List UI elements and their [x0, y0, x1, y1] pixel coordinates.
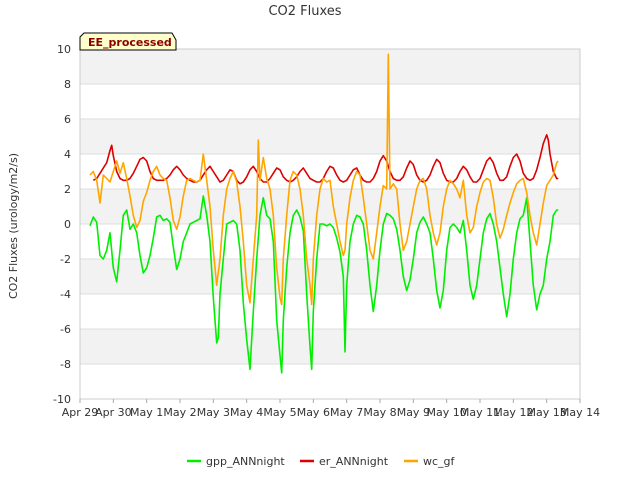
x-tick-label: May 14 [560, 406, 600, 419]
series-line-gpp_ANNnight [89, 195, 559, 374]
x-tick-label: May 3 [197, 406, 230, 419]
y-axis-ticks: -10 -8 -6 -4 -2 0 2 4 6 8 10 [53, 43, 71, 406]
series-line-wc_gf [89, 53, 559, 306]
y-tick-label: 8 [64, 78, 71, 91]
x-tick-label: May 6 [297, 406, 330, 419]
x-tick-label: May 8 [363, 406, 396, 419]
series-layer [89, 53, 559, 374]
y-tick-label: -10 [53, 393, 71, 406]
plot-band [80, 189, 580, 224]
badge-box [79, 32, 177, 51]
x-tick-label: May 7 [330, 406, 363, 419]
x-tick-label: May 13 [527, 406, 567, 419]
x-tick-label: May 12 [493, 406, 533, 419]
y-tick-label: 6 [64, 113, 71, 126]
plot-band [80, 329, 580, 364]
x-tick-label: May 1 [130, 406, 163, 419]
plot-frame [79, 48, 581, 400]
y-tick-label: -8 [60, 358, 71, 371]
legend-label-wc_gf: wc_gf [423, 455, 456, 468]
x-tick-label: Apr 29 [62, 406, 99, 419]
series-line-er_ANNnight [92, 134, 559, 185]
plot-band [80, 364, 580, 399]
y-axis-label: CO2 Fluxes (urology/m2/s) [7, 153, 20, 299]
y-tick-label: -4 [60, 288, 71, 301]
plot-band [80, 259, 580, 294]
x-tick-label: May 10 [427, 406, 467, 419]
plot-band [80, 49, 580, 84]
y-tick-label: 0 [64, 218, 71, 231]
y-tick-label: 2 [64, 183, 71, 196]
y-tick-label: -2 [60, 253, 71, 266]
y-tick-label: 4 [64, 148, 71, 161]
x-tick-label: May 4 [230, 406, 263, 419]
y-tick-label: 10 [57, 43, 71, 56]
x-tick-label: May 11 [460, 406, 500, 419]
plot-band [80, 84, 580, 119]
legend-label-er_ANNnight: er_ANNnight [319, 455, 389, 468]
x-tick-label: May 2 [163, 406, 196, 419]
y-tick-label: -6 [60, 323, 71, 336]
ee-processed-badge: EE_processed [79, 32, 177, 51]
badge-label: EE_processed [88, 36, 172, 49]
plot-band [80, 294, 580, 329]
x-tick-label: May 9 [397, 406, 430, 419]
plot-band [80, 119, 580, 154]
x-tick-label: Apr 30 [95, 406, 132, 419]
legend-label-gpp_ANNnight: gpp_ANNnight [206, 455, 285, 468]
legend: gpp_ANNnight er_ANNnight wc_gf [187, 455, 456, 468]
x-tick-label: May 5 [263, 406, 296, 419]
chart-title: CO2 Fluxes [268, 4, 341, 19]
